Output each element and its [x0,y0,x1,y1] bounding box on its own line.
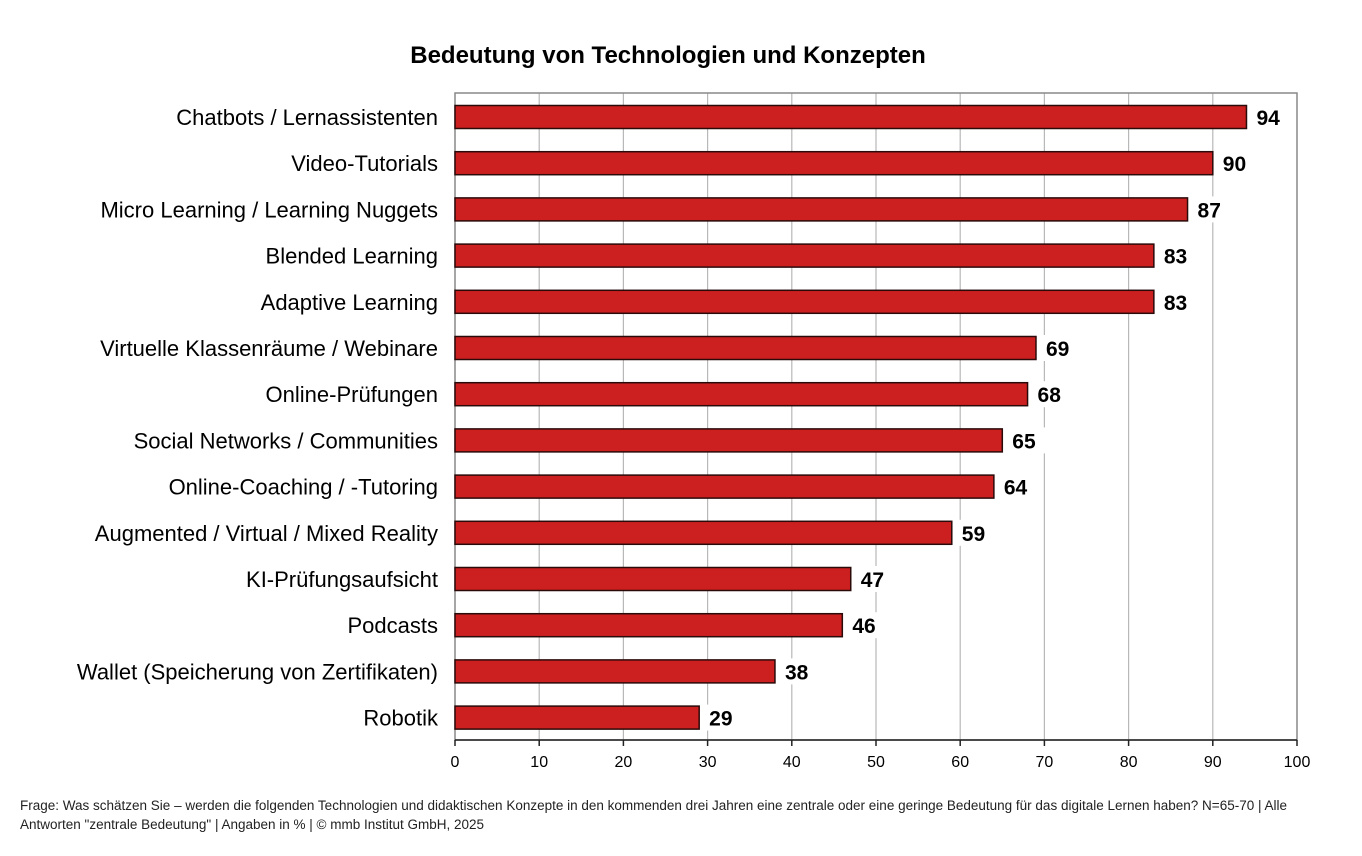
category-label-7: Social Networks / Communities [134,428,438,453]
bars [454,104,1248,730]
value-label-backdrop-6 [1033,381,1074,408]
category-label-12: Wallet (Speicherung von Zertifikaten) [77,659,438,684]
category-label-0: Chatbots / Lernassistenten [176,105,438,130]
category-label-2: Micro Learning / Learning Nuggets [100,197,438,222]
gridlines [538,93,1214,740]
category-label-8: Online-Coaching / -Tutoring [169,475,438,500]
x-axis-ticks: 0 10 20 30 40 50 60 70 80 90 100 [451,740,1311,771]
value-label-backdrop-0 [1252,104,1293,130]
tick-label-60: 60 [951,754,969,771]
value-label-backdrop-11 [848,612,889,639]
category-label-11: Podcasts [348,613,439,638]
tick-label-70: 70 [1036,754,1054,771]
tick-label-10: 10 [530,754,548,771]
bar-10 [454,566,852,592]
tick-label-40: 40 [783,754,801,771]
footnote: Frage: Was schätzen Sie – werden die fol… [20,798,1287,832]
value-label-2: 87 [1198,199,1221,222]
category-label-9: Augmented / Virtual / Mixed Reality [95,521,438,546]
value-label-backdrop-3 [1159,242,1200,269]
bar-0 [454,104,1248,130]
value-label-backdrop-9 [957,519,998,546]
category-label-1: Video-Tutorials [291,151,438,176]
category-label-10: KI-Prüfungsaufsicht [246,567,438,592]
value-label-backdrop-4 [1159,288,1200,315]
value-label-0: 94 [1256,107,1280,130]
category-label-13: Robotik [363,706,439,731]
chart-title: Bedeutung von Technologien und Konzepten [410,42,926,69]
value-label-backdrop-8 [999,473,1040,500]
category-label-5: Virtuelle Klassenräume / Webinare [100,336,438,361]
category-label-6: Online-Prüfungen [266,382,438,407]
bar-13 [454,705,700,730]
value-label-3: 83 [1164,246,1187,269]
tick-label-20: 20 [615,754,633,771]
value-label-6: 68 [1038,384,1062,407]
bar-3 [454,243,1155,268]
category-label-4: Adaptive Learning [261,290,438,315]
bar-1 [454,150,1214,176]
value-label-5: 69 [1046,338,1069,361]
value-label-backdrop-13 [705,704,746,731]
bar-4 [454,289,1155,315]
value-label-7: 65 [1012,430,1036,453]
value-label-1: 90 [1223,153,1246,176]
bar-6 [454,381,1029,407]
tick-label-90: 90 [1204,754,1222,771]
value-label-13: 29 [709,708,732,731]
bar-7 [454,428,1004,453]
value-label-backdrop-7 [1008,427,1049,454]
tick-label-50: 50 [867,754,885,771]
tick-label-80: 80 [1120,754,1138,771]
value-label-backdrop-5 [1041,335,1082,361]
category-label-3: Blended Learning [266,244,438,269]
bar-5 [454,335,1037,361]
value-label-9: 59 [962,523,985,546]
value-label-backdrop-12 [780,658,821,685]
tick-label-0: 0 [451,754,460,771]
bar-8 [454,474,995,499]
bar-11 [454,612,844,638]
value-label-backdrop-2 [1193,196,1234,223]
bar-2 [454,197,1189,222]
value-label-backdrop-10 [856,566,897,592]
tick-label-30: 30 [699,754,717,771]
value-label-10: 47 [861,569,884,592]
value-label-12: 38 [785,661,809,684]
value-label-11: 46 [852,615,875,638]
tick-label-100: 100 [1284,754,1311,771]
bar-9 [454,520,953,546]
value-label-backdrop-1 [1218,150,1259,177]
value-label-4: 83 [1164,292,1187,315]
category-labels: Chatbots / Lernassistenten Video-Tutorial… [77,105,439,731]
bar-12 [454,659,776,684]
bar-chart: Bedeutung von Technologien und Konzepten… [77,42,1311,771]
value-label-8: 64 [1004,477,1028,500]
